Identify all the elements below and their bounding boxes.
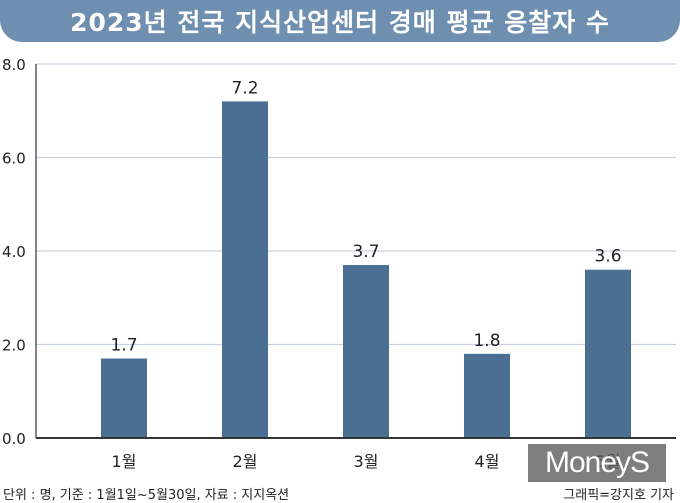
bar bbox=[464, 353, 510, 438]
moneys-logo: MoneyS bbox=[528, 444, 666, 482]
y-tick-label: 2.0 bbox=[2, 337, 26, 355]
title-bar: 2023년 전국 지식산업센터 경매 평균 응찰자 수 bbox=[0, 0, 680, 42]
chart-title: 2023년 전국 지식산업센터 경매 평균 응찰자 수 bbox=[70, 8, 610, 37]
y-tick-label: 8.0 bbox=[2, 56, 26, 74]
y-tick-label: 0.0 bbox=[2, 430, 26, 448]
x-tick-label: 1월 bbox=[112, 452, 137, 471]
y-tick-label: 4.0 bbox=[2, 243, 26, 261]
bar bbox=[222, 101, 268, 439]
data-label: 3.7 bbox=[352, 242, 379, 262]
source-note: 단위 : 명, 기준 : 1월1일~5월30일, 자료 : 지지옥션 bbox=[3, 488, 290, 503]
data-label: 7.2 bbox=[231, 78, 258, 98]
logo-frame bbox=[526, 442, 668, 484]
y-tick-label: 6.0 bbox=[2, 150, 26, 168]
graphic-credit: 그래픽=강지호 기자 bbox=[563, 488, 674, 503]
x-tick-label: 3월 bbox=[354, 452, 379, 471]
bar bbox=[585, 269, 631, 438]
x-tick-label: 2월 bbox=[233, 452, 258, 471]
data-label: 1.8 bbox=[473, 331, 500, 351]
bar bbox=[343, 265, 389, 438]
x-tick-label: 4월 bbox=[475, 452, 500, 471]
data-label: 1.7 bbox=[110, 336, 137, 356]
data-label: 3.6 bbox=[594, 247, 621, 267]
bar bbox=[101, 358, 147, 438]
